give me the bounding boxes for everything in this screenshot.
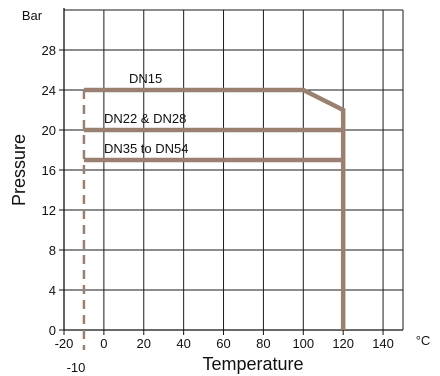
y-tick-label: 16 <box>42 163 56 178</box>
chart-axes <box>59 8 403 335</box>
y-tick-label: 8 <box>49 243 56 258</box>
x-tick-label: 20 <box>137 336 151 351</box>
series-line <box>83 87 346 330</box>
y-tick-label: 0 <box>49 323 56 338</box>
x-tick-label: 60 <box>216 336 230 351</box>
chart-series <box>82 87 346 350</box>
x-axis-title: Temperature <box>202 354 303 374</box>
min-temperature-label: -10 <box>67 360 86 375</box>
y-axis-title: Pressure <box>9 134 29 206</box>
y-tick-label: 12 <box>42 203 56 218</box>
x-tick-label: 100 <box>292 336 314 351</box>
x-tick-label: 120 <box>332 336 354 351</box>
x-tick-label: 0 <box>100 336 107 351</box>
series-label: DN35 to DN54 <box>104 141 189 156</box>
y-tick-label: 4 <box>49 283 56 298</box>
series-label: DN15 <box>129 71 162 86</box>
y-unit-label: Bar <box>22 8 43 23</box>
chart-grid <box>64 9 404 330</box>
x-tick-label: -20 <box>55 336 74 351</box>
x-tick-label: 80 <box>256 336 270 351</box>
y-tick-label: 28 <box>42 43 56 58</box>
y-tick-label: 24 <box>42 83 56 98</box>
y-tick-label: 20 <box>42 123 56 138</box>
series-label: DN22 & DN28 <box>104 111 186 126</box>
x-tick-label: 140 <box>372 336 394 351</box>
x-tick-label: 40 <box>176 336 190 351</box>
x-unit-label: °C <box>416 333 431 348</box>
